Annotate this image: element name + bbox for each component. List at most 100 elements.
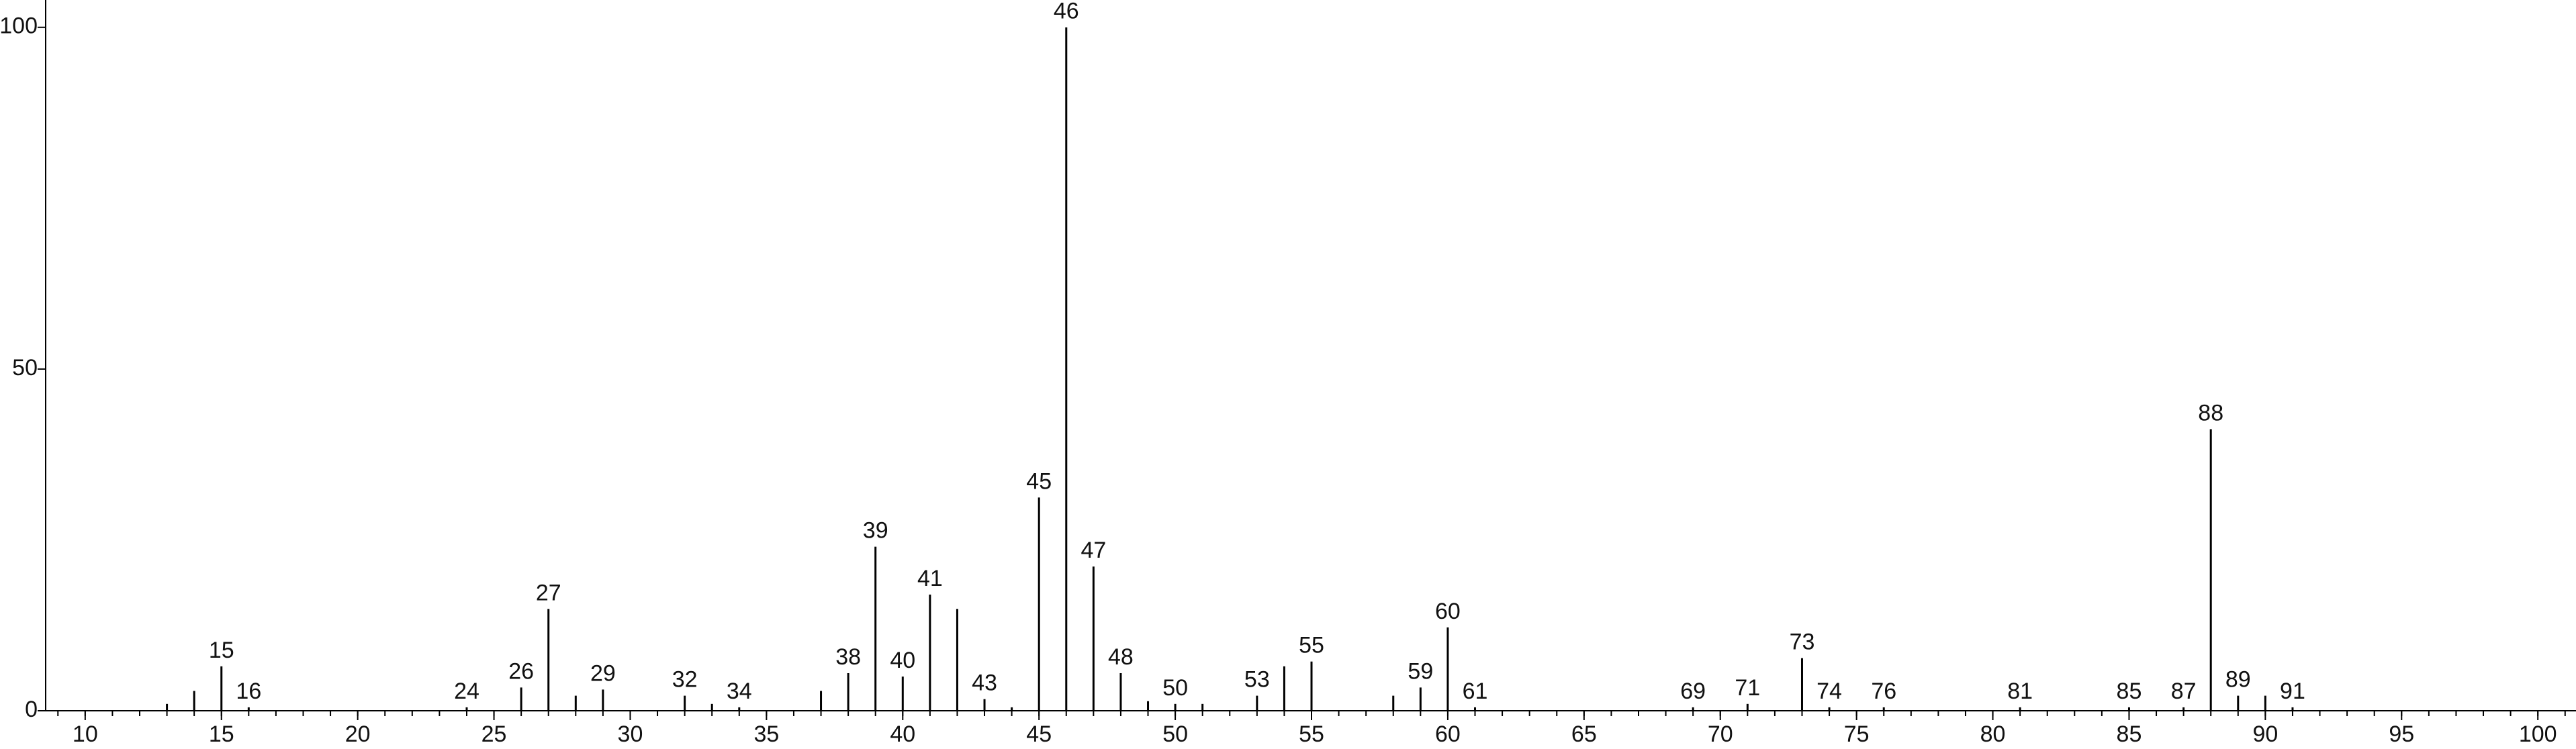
peak bbox=[1392, 695, 1395, 711]
peak-label: 55 bbox=[1299, 633, 1324, 658]
peak-label: 71 bbox=[1735, 675, 1760, 701]
peak-label: 26 bbox=[508, 658, 534, 684]
peak bbox=[901, 677, 904, 711]
peak bbox=[684, 695, 686, 711]
peak bbox=[2127, 707, 2130, 711]
x-tick-label: 45 bbox=[1026, 721, 1052, 747]
peak-label: 40 bbox=[890, 648, 915, 673]
peak bbox=[956, 609, 958, 711]
peak-label: 34 bbox=[727, 679, 752, 704]
peak-label: 50 bbox=[1162, 675, 1188, 701]
peak bbox=[738, 707, 741, 711]
x-tick-label: 60 bbox=[1435, 721, 1461, 747]
x-tick-label: 95 bbox=[2389, 721, 2414, 747]
peak-label: 16 bbox=[236, 679, 261, 704]
peak bbox=[1065, 27, 1068, 711]
peak-label: 24 bbox=[454, 679, 479, 704]
y-tick-label: 100 bbox=[0, 13, 38, 39]
peak-label: 61 bbox=[1463, 679, 1488, 704]
peak bbox=[874, 546, 877, 711]
peak bbox=[1828, 707, 1831, 711]
peak-label: 29 bbox=[590, 660, 616, 686]
peak bbox=[847, 672, 849, 711]
peak-label: 38 bbox=[835, 644, 861, 670]
x-tick-label: 20 bbox=[345, 721, 371, 747]
peak-label: 69 bbox=[1680, 679, 1706, 704]
peak-label: 47 bbox=[1080, 538, 1106, 563]
peak bbox=[193, 691, 195, 711]
peak bbox=[1283, 666, 1285, 711]
x-tick-label: 10 bbox=[73, 721, 98, 747]
peak-label: 89 bbox=[2225, 667, 2251, 693]
x-tick-label: 25 bbox=[481, 721, 507, 747]
peak bbox=[2209, 429, 2212, 711]
peak bbox=[1174, 703, 1177, 711]
x-tick-label: 70 bbox=[1708, 721, 1733, 747]
peak bbox=[520, 687, 522, 711]
peak-label: 48 bbox=[1108, 644, 1134, 670]
peak-label: 76 bbox=[1871, 679, 1896, 704]
peak-label: 73 bbox=[1790, 630, 1815, 655]
peak-label: 43 bbox=[972, 670, 997, 696]
peak bbox=[1147, 701, 1150, 711]
peak bbox=[574, 695, 577, 711]
peak bbox=[710, 703, 713, 711]
x-tick-label: 90 bbox=[2252, 721, 2278, 747]
x-tick-label: 30 bbox=[618, 721, 643, 747]
peak bbox=[1092, 566, 1095, 711]
peak bbox=[1011, 707, 1013, 711]
peak-label: 81 bbox=[2007, 679, 2033, 704]
x-tick-label: 75 bbox=[1844, 721, 1870, 747]
x-tick-label: 100 bbox=[2519, 721, 2557, 747]
peak bbox=[1882, 707, 1885, 711]
peak bbox=[1119, 672, 1122, 711]
peak-label: 88 bbox=[2198, 400, 2223, 426]
peak bbox=[220, 666, 223, 711]
peak bbox=[1446, 627, 1449, 711]
peak bbox=[929, 594, 931, 711]
peak-label: 27 bbox=[536, 580, 561, 605]
peak-label: 85 bbox=[2117, 679, 2142, 704]
peak-label: 15 bbox=[209, 638, 234, 663]
peak-label: 60 bbox=[1435, 599, 1461, 624]
peak bbox=[2019, 707, 2021, 711]
x-tick-label: 35 bbox=[753, 721, 779, 747]
peak bbox=[1201, 703, 1204, 711]
peak bbox=[983, 699, 986, 711]
peak-label: 91 bbox=[2280, 679, 2305, 704]
y-tick-label: 50 bbox=[12, 355, 38, 381]
peak bbox=[820, 691, 823, 711]
peak bbox=[1310, 661, 1313, 711]
peak bbox=[166, 703, 169, 711]
peak-label: 32 bbox=[672, 667, 698, 693]
peak bbox=[465, 707, 468, 711]
x-tick-label: 40 bbox=[890, 721, 915, 747]
peak-label: 59 bbox=[1408, 658, 1433, 684]
peak bbox=[2264, 695, 2266, 711]
peak bbox=[602, 689, 604, 711]
x-tick-label: 15 bbox=[209, 721, 234, 747]
x-tick-label: 55 bbox=[1299, 721, 1324, 747]
peak-label: 46 bbox=[1054, 0, 1079, 24]
peak bbox=[247, 707, 250, 711]
peak bbox=[1746, 703, 1749, 711]
x-tick-label: 85 bbox=[2117, 721, 2142, 747]
y-tick-label: 0 bbox=[25, 697, 38, 722]
peak-label: 39 bbox=[863, 518, 888, 544]
peak bbox=[2182, 707, 2185, 711]
peak-label: 74 bbox=[1816, 679, 1842, 704]
peak bbox=[1419, 687, 1422, 711]
peak bbox=[1800, 658, 1803, 711]
peak bbox=[1038, 497, 1040, 711]
x-tick-label: 80 bbox=[1980, 721, 2006, 747]
peak bbox=[2237, 695, 2240, 711]
peak-label: 45 bbox=[1026, 468, 1052, 494]
peak bbox=[1256, 695, 1258, 711]
x-tick-label: 50 bbox=[1162, 721, 1188, 747]
peak bbox=[1692, 707, 1694, 711]
peak-label: 53 bbox=[1244, 667, 1270, 693]
peak-label: 87 bbox=[2171, 679, 2197, 704]
peak bbox=[2291, 707, 2294, 711]
peak bbox=[1474, 707, 1477, 711]
peak-label: 41 bbox=[917, 566, 943, 591]
